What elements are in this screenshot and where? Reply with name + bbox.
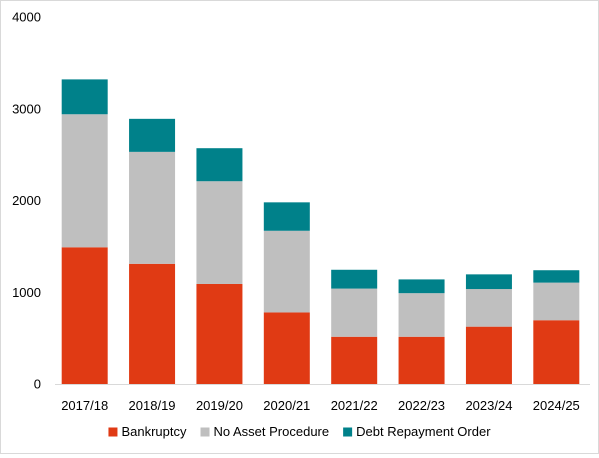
bar-stack <box>465 274 512 384</box>
y-tick-label: 3000 <box>12 101 41 116</box>
x-tick-label: 2019/20 <box>196 398 243 413</box>
x-tick-label: 2018/19 <box>129 398 176 413</box>
x-tick-label: 2023/24 <box>465 398 512 413</box>
y-tick-label: 4000 <box>12 10 41 25</box>
bar-segment-no-asset-procedure <box>196 181 243 284</box>
bar-segment-bankruptcy <box>331 336 378 384</box>
bar-segment-debt-repayment-order <box>129 118 176 152</box>
bar-segment-bankruptcy <box>129 263 176 384</box>
bar-segment-no-asset-procedure <box>61 114 108 248</box>
y-tick-label: 2000 <box>12 193 41 208</box>
legend-item-no-asset-procedure: No Asset Procedure <box>200 424 330 439</box>
bar-segment-debt-repayment-order <box>196 148 243 182</box>
bar-segment-no-asset-procedure <box>533 282 580 321</box>
bar-stack <box>129 118 176 384</box>
bar-segment-no-asset-procedure <box>331 288 378 337</box>
legend-swatch <box>343 427 353 437</box>
bar-segment-no-asset-procedure <box>129 151 176 264</box>
bar-segment-bankruptcy <box>533 320 580 384</box>
bar-segment-bankruptcy <box>263 312 310 384</box>
bar-stack <box>196 148 243 384</box>
bar-stack <box>331 269 378 384</box>
bar-segment-bankruptcy <box>61 247 108 384</box>
x-tick-label: 2020/21 <box>263 398 310 413</box>
bar-stack <box>398 279 445 384</box>
legend-label: No Asset Procedure <box>214 424 330 439</box>
bar-segment-no-asset-procedure <box>398 293 445 337</box>
x-tick-label: 2022/23 <box>398 398 445 413</box>
x-tick-label: 2024/25 <box>533 398 580 413</box>
bar-segment-debt-repayment-order <box>398 279 445 294</box>
bar-segment-debt-repayment-order <box>465 274 512 290</box>
legend-item-bankruptcy: Bankruptcy <box>108 424 187 439</box>
bar-stack <box>61 79 108 384</box>
bar-segment-bankruptcy <box>196 283 243 384</box>
x-axis: 2017/18 2018/19 2019/20 2020/21 2021/22 2022/… <box>61 398 580 413</box>
bar-segment-debt-repayment-order <box>331 269 378 289</box>
bar-segment-no-asset-procedure <box>263 230 310 313</box>
legend-label: Bankruptcy <box>121 424 187 439</box>
bar-segment-no-asset-procedure <box>465 289 512 327</box>
y-tick-label: 1000 <box>12 285 41 300</box>
bar-stack <box>533 270 580 384</box>
legend-item-debt-repayment-order: Debt Repayment Order <box>343 424 491 439</box>
legend-swatch <box>108 427 118 437</box>
bar-segment-bankruptcy <box>398 336 445 384</box>
legend-label: Debt Repayment Order <box>356 424 491 439</box>
bar-segment-bankruptcy <box>465 326 512 384</box>
bar-stack <box>263 202 310 384</box>
legend: Bankruptcy No Asset Procedure Debt Repayme… <box>108 424 491 439</box>
bar-segment-debt-repayment-order <box>61 79 108 115</box>
y-axis: 0 1000 2000 3000 4000 <box>12 10 41 392</box>
y-tick-label: 0 <box>34 377 41 392</box>
legend-swatch <box>200 427 210 437</box>
bar-segment-debt-repayment-order <box>533 270 580 283</box>
bar-segment-debt-repayment-order <box>263 202 310 231</box>
bar-groups <box>61 79 580 384</box>
x-tick-label: 2017/18 <box>61 398 108 413</box>
x-tick-label: 2021/22 <box>331 398 378 413</box>
